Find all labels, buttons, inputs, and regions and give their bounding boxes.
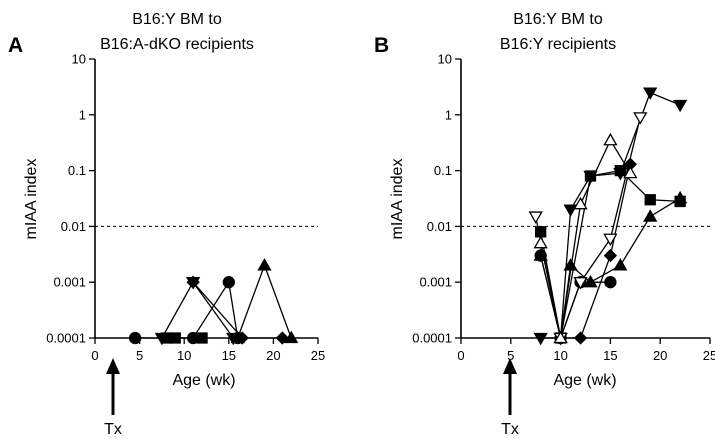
- panel-b-series-5-point: [643, 209, 658, 222]
- panel-a-title-line-2: B16:A-dKO recipients: [100, 36, 254, 53]
- panel-a-series-3-point: [154, 332, 170, 346]
- panel-a-x-tick-label: 15: [222, 348, 236, 363]
- panel-b-x-tick-label: 20: [653, 348, 667, 363]
- panel-a-tx-label: Tx: [104, 421, 122, 438]
- panel-b-letter: B: [374, 34, 389, 57]
- panel-a-series-4-point: [186, 275, 200, 289]
- panel-b-tx-arrow-head: [503, 358, 517, 374]
- panel-b: B B16:Y BM to B16:Y recipients mIAA inde…: [374, 11, 715, 438]
- panel-a-series-4-point: [275, 331, 289, 345]
- panel-b-series-4-point: [603, 248, 618, 263]
- panel-b-y-axis-title: mIAA index: [389, 159, 406, 240]
- panel-b-x-tick-label: 10: [553, 348, 567, 363]
- panel-b-y-tick-label: 10: [438, 52, 452, 67]
- panel-b-series-5-point: [613, 258, 628, 271]
- panel-a-x-axis-title: Age (wk): [172, 372, 235, 389]
- panel-a-x-tick-label: 10: [177, 348, 191, 363]
- panel-a-y-tick-label: 0.0001: [46, 331, 86, 346]
- panel-a-x-tick-label: 5: [136, 348, 143, 363]
- panel-a-letter: A: [8, 34, 23, 57]
- panel-a-y-tick-label: 10: [72, 52, 86, 67]
- panel-a-series-1-point: [222, 276, 235, 289]
- panel-b-series-3-line: [540, 91, 681, 339]
- panel-b-series-7-point: [533, 235, 548, 249]
- panel-b-series-7-point: [553, 330, 568, 344]
- panel-b-x-tick-label: 15: [603, 348, 617, 363]
- panel-b-x-tick-label: 0: [457, 348, 464, 363]
- panel-a-y-axis-title: mIAA index: [23, 159, 40, 240]
- panel-a-y-tick-label: 1: [79, 107, 86, 122]
- panel-a-series-2-point: [196, 332, 208, 344]
- panel-a-title-line-1: B16:Y BM to: [132, 11, 222, 28]
- panel-b-series-2-point: [644, 194, 656, 206]
- panel-b-series-5-point: [583, 274, 598, 288]
- panel-b-x-axis-title: Age (wk): [553, 372, 616, 389]
- panel-a-series-5-point: [230, 330, 245, 344]
- panel-a-x-tick-label: 25: [311, 348, 325, 363]
- panel-a-x-tick-label: 0: [91, 348, 98, 363]
- panel-a-y-tick-label: 0.01: [61, 219, 86, 234]
- panel-a-series-5-line: [237, 263, 292, 339]
- panel-b-y-tick-label: 0.0001: [412, 331, 452, 346]
- panel-b-series-5-point: [533, 248, 548, 261]
- panel-b-series-6-point: [573, 277, 588, 290]
- panel-b-series-5-point: [672, 190, 688, 204]
- panel-b-series-4-point: [573, 331, 588, 345]
- panel-a-series-1-line: [135, 280, 239, 339]
- panel-a-series-2-point: [169, 332, 181, 344]
- panel-b-series-6-line: [535, 117, 641, 341]
- panel-b-series-3-point: [672, 99, 688, 113]
- panel-b-series-3-point: [613, 168, 628, 181]
- panel-b-series-3-point: [533, 332, 548, 346]
- panel-b-series-3-point: [563, 204, 578, 217]
- panel-b-x-tick-label: 5: [507, 348, 514, 363]
- panel-b-y-tick-label: 1: [445, 107, 452, 122]
- panel-a-x-tick-label: 20: [266, 348, 280, 363]
- panel-a-series-1-point: [128, 331, 142, 345]
- panel-a-series-5-point: [284, 330, 299, 344]
- panel-b-y-tick-label: 0.1: [434, 163, 452, 178]
- panel-b-x-tick-label: 25: [703, 348, 715, 363]
- panel-a-y-tick-label: 0.1: [68, 163, 86, 178]
- panel-b-series-6-point: [633, 112, 648, 125]
- panel-a-series-3-line: [161, 280, 234, 339]
- panel-b-y-tick-label: 0.01: [427, 219, 452, 234]
- panel-b-series-6-point: [528, 211, 543, 224]
- panel-b-series-1-point: [604, 276, 617, 289]
- panel-b-series-7-point: [603, 132, 618, 146]
- panel-b-series-3-point: [583, 170, 598, 184]
- panel-a: A B16:Y BM to B16:A-dKO recipients mIAA …: [8, 11, 325, 438]
- panel-b-title-line-1: B16:Y BM to: [513, 11, 603, 28]
- panel-b-series-5-point: [563, 258, 578, 271]
- panel-a-series-4-line: [192, 281, 283, 339]
- panel-b-title-line-2: B16:Y recipients: [500, 36, 616, 53]
- panel-b-series-6-point: [603, 233, 618, 247]
- panel-a-series-5-point: [257, 258, 272, 271]
- panel-b-tx-label: Tx: [501, 421, 519, 438]
- panel-a-y-tick-label: 0.001: [53, 275, 86, 290]
- panel-b-y-tick-label: 0.001: [419, 275, 452, 290]
- panel-b-series-4-line: [560, 164, 631, 339]
- panel-b-series-3-point: [643, 87, 658, 100]
- panel-a-tx-arrow-head: [106, 358, 120, 374]
- panel-b-series-7-point: [573, 196, 588, 210]
- panel-b-series-7-point: [623, 165, 638, 179]
- panel-b-series-2-point: [535, 226, 547, 238]
